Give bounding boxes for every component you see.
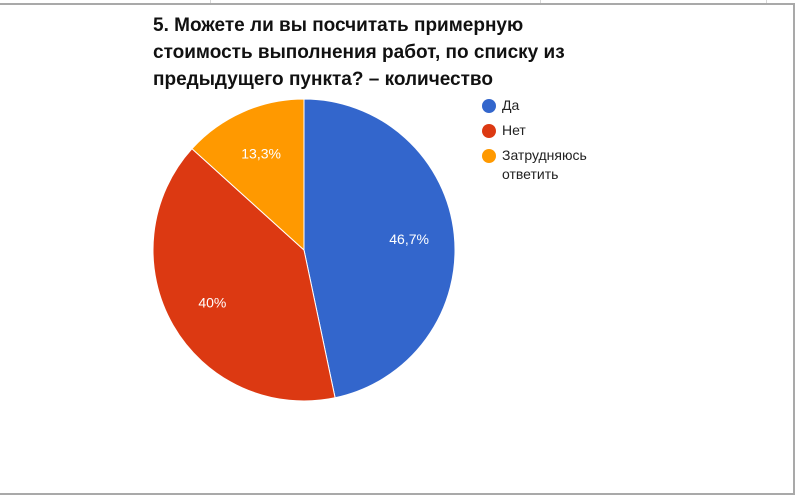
legend-dot-icon [482,149,496,163]
legend-dot-icon [482,124,496,138]
legend: Да Нет Затрудняюсь ответить [482,96,622,190]
pie-slices [152,98,456,402]
legend-item-net[interactable]: Нет [482,121,622,140]
slice-value-label: 46,7% [389,231,429,247]
chart-title: 5. Можете ли вы посчитать примерную стои… [153,12,573,93]
pie-slice-1[interactable] [152,148,336,402]
legend-item-da[interactable]: Да [482,96,622,115]
chart-title-line: 5. Можете ли вы посчитать примерную [153,15,524,36]
legend-label: Да [502,97,520,113]
legend-label: Нет [502,122,526,138]
legend-item-zatrudnyayus[interactable]: Затрудняюсь ответить [482,146,622,184]
grid-line [540,0,541,3]
chart-title-line: стоимость выполнения работ, по списку из [153,42,565,63]
slice-value-label: 13,3% [241,145,281,161]
pie-slice-2[interactable] [191,98,305,252]
chart-title-line: предыдущего пункта? – количество [153,69,493,90]
grid-line [210,0,211,3]
grid-line [766,0,767,3]
slice-value-label: 40% [198,295,226,311]
legend-dot-icon [482,99,496,113]
legend-label: Затрудняюсь ответить [502,147,587,182]
pie-slice-0[interactable] [303,98,456,399]
pie-slice-labels: 46,7% 40% 13,3% [198,145,429,310]
